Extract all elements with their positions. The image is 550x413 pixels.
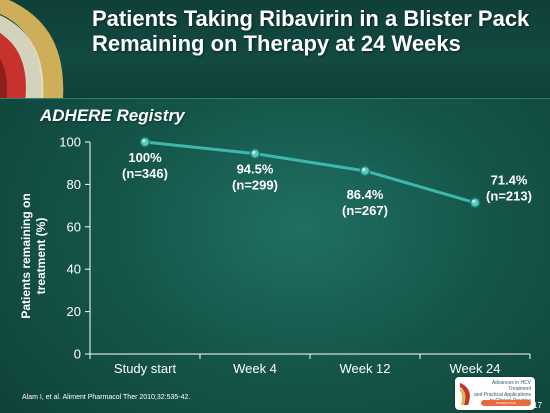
- conference-badge: Advances in HCV Treatment and Practical …: [455, 377, 535, 410]
- data-point: [139, 136, 151, 148]
- data-point: [249, 148, 261, 159]
- data-point-highlight: [472, 199, 476, 203]
- series-line: [144, 140, 476, 205]
- slide-header: Patients Taking Ribavirin in a Blister P…: [0, 0, 550, 99]
- data-point: [359, 165, 371, 177]
- badge-line-2: and Practical Applications: [474, 392, 531, 398]
- y-tick-label: 40: [67, 262, 81, 277]
- y-tick-label: 0: [74, 347, 81, 362]
- x-tick-label: Study start: [114, 361, 177, 376]
- data-label: 100%: [128, 150, 162, 165]
- badge-bar: INTERACTIVE: [481, 400, 531, 406]
- data-label: (n=213): [486, 189, 532, 204]
- data-label: 94.5%: [237, 162, 274, 177]
- data-label: 86.4%: [347, 187, 384, 202]
- y-tick-label: 80: [67, 177, 81, 192]
- y-tick-label: 20: [67, 304, 81, 319]
- data-point-highlight: [252, 150, 256, 154]
- y-axis-title: Patients remaining ontreatment (%): [19, 193, 48, 318]
- x-tick-label: Week 4: [233, 361, 277, 376]
- x-tick-label: Week 12: [339, 361, 390, 376]
- chart-subtitle: ADHERE Registry: [40, 106, 185, 125]
- swoosh-logo-icon: [0, 0, 64, 98]
- y-axis-title-line: treatment (%): [34, 218, 48, 295]
- data-label: (n=299): [232, 178, 278, 193]
- data-label: (n=267): [342, 203, 388, 218]
- data-label: (n=346): [122, 166, 168, 181]
- data-point: [469, 197, 481, 208]
- badge-line-1: Advances in HCV Treatment: [491, 380, 531, 392]
- data-point-highlight: [142, 139, 146, 143]
- y-axis-title-line: Patients remaining on: [19, 193, 33, 318]
- data-point-highlight: [362, 168, 366, 172]
- y-tick-label: 60: [67, 219, 81, 234]
- citation: Alam I, et al. Aliment Pharmacol Ther 20…: [22, 394, 191, 401]
- badge-logo-icon: [460, 383, 470, 405]
- page-number: 17: [533, 401, 542, 410]
- y-tick-label: 100: [59, 135, 81, 150]
- slide-title: Patients Taking Ribavirin in a Blister P…: [92, 6, 530, 56]
- x-tick-label: Week 24: [449, 361, 500, 376]
- data-label: 71.4%: [491, 173, 528, 188]
